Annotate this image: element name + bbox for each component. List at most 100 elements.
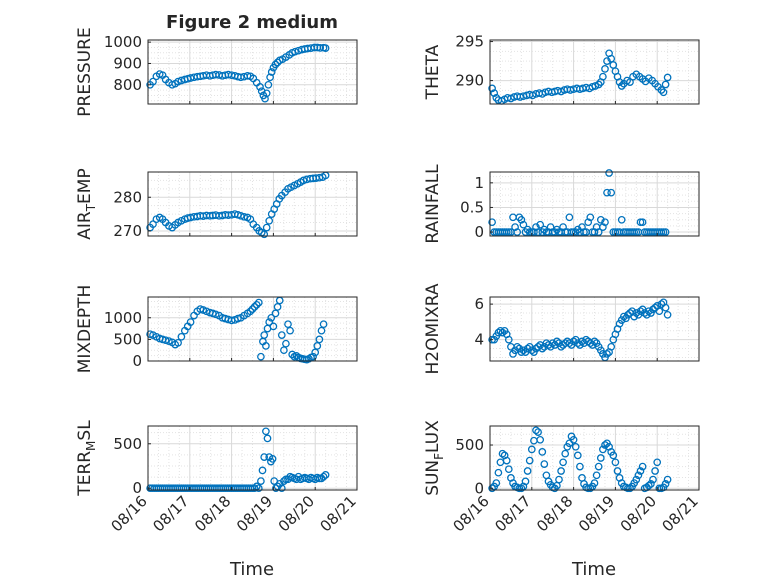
data-point — [174, 338, 182, 347]
y-tick-label: 270 — [113, 222, 142, 240]
data-point — [525, 456, 534, 465]
y-tick-label: 290 — [455, 72, 484, 90]
y-tick-label: 0 — [474, 479, 484, 497]
data-point — [619, 312, 628, 321]
data-point — [613, 467, 622, 475]
data-point — [632, 475, 641, 484]
data-point — [321, 44, 330, 52]
data-point — [638, 218, 647, 227]
data-point — [257, 477, 265, 485]
data-point — [260, 331, 269, 339]
data-point — [291, 47, 299, 56]
data-point — [603, 57, 611, 65]
data-point — [309, 352, 317, 361]
data-point — [263, 434, 272, 443]
data-point — [527, 445, 536, 454]
data-point — [594, 462, 603, 471]
data-point — [626, 484, 634, 493]
data-point — [502, 456, 511, 465]
data-point — [236, 211, 245, 220]
data-point — [262, 223, 271, 232]
series-markers — [146, 296, 328, 364]
data-point — [262, 342, 270, 350]
y-tick-label: 0 — [474, 223, 484, 241]
subplot-1: 800 900 1000 PRESSURE — [75, 27, 358, 117]
data-point — [644, 481, 653, 490]
series-markers — [146, 427, 330, 493]
y-axis-label-main: PRESSURE — [75, 27, 95, 116]
y-tick-label: 0.5 — [460, 198, 484, 216]
data-point — [264, 80, 273, 89]
data-point — [594, 228, 603, 236]
data-point — [504, 465, 513, 474]
data-point — [636, 467, 645, 475]
y-axis-label-tail: SL — [75, 420, 95, 441]
y-tick-label: 800 — [113, 76, 142, 94]
subplot-6: 4 6 H2OMIXRA — [423, 283, 700, 375]
axes-box — [147, 296, 358, 362]
data-point — [271, 60, 280, 69]
data-point — [250, 484, 259, 493]
x-axis-label-right: Time — [571, 559, 616, 580]
data-point — [617, 82, 626, 90]
data-point — [603, 188, 611, 197]
data-point — [586, 484, 595, 493]
data-point — [578, 223, 586, 231]
data-point — [527, 346, 536, 355]
data-point — [260, 453, 269, 461]
data-point — [519, 346, 528, 355]
data-point — [653, 458, 662, 467]
data-point — [513, 342, 522, 351]
data-point — [492, 479, 501, 487]
data-point — [536, 435, 545, 444]
y-axis-label: H2OMIXRA — [423, 283, 443, 374]
data-point — [573, 451, 582, 460]
subplot-3: 270 280 AIRTEMP — [75, 168, 358, 240]
y-axis-label-sub: F — [432, 453, 446, 460]
data-point — [315, 335, 324, 344]
series-markers — [146, 43, 330, 103]
y-axis-label: PRESSURE — [75, 27, 95, 116]
y-axis-label: THETA — [423, 44, 443, 100]
data-point — [262, 427, 270, 436]
y-axis-label-tail: EMP — [75, 168, 95, 204]
axes-box — [489, 171, 700, 237]
data-point — [211, 310, 220, 319]
data-point — [565, 339, 574, 348]
subplot-4: 0 0.5 1 RAINFALL — [423, 164, 700, 244]
data-point — [266, 73, 274, 82]
data-point — [576, 462, 584, 471]
data-point — [313, 342, 322, 350]
series-markers — [488, 298, 672, 362]
data-point — [536, 220, 545, 229]
data-point — [565, 213, 574, 222]
data-point — [661, 303, 670, 312]
data-point — [186, 318, 195, 326]
data-point — [661, 80, 670, 89]
data-point — [517, 348, 526, 356]
data-point — [317, 326, 326, 335]
data-point — [498, 328, 507, 337]
data-point — [657, 86, 666, 94]
data-point — [569, 337, 578, 346]
data-point — [596, 454, 605, 462]
series-markers — [146, 171, 330, 239]
data-point — [254, 298, 263, 307]
series-markers — [488, 49, 672, 105]
data-point — [267, 68, 276, 76]
data-point — [319, 472, 328, 481]
data-point — [538, 448, 547, 456]
axes-box — [489, 425, 700, 491]
y-tick-label: 0 — [132, 479, 142, 497]
x-axis-label-left: Time — [229, 559, 274, 580]
y-axis-label-main: SUN — [423, 460, 443, 496]
subplot-5: 0 500 1000 MIXDEPTH — [75, 285, 358, 373]
y-tick-label: 1000 — [104, 309, 142, 327]
axes-box — [147, 425, 358, 491]
data-point — [260, 230, 269, 239]
data-point — [488, 218, 496, 227]
data-point — [663, 310, 672, 319]
data-point — [638, 462, 647, 471]
